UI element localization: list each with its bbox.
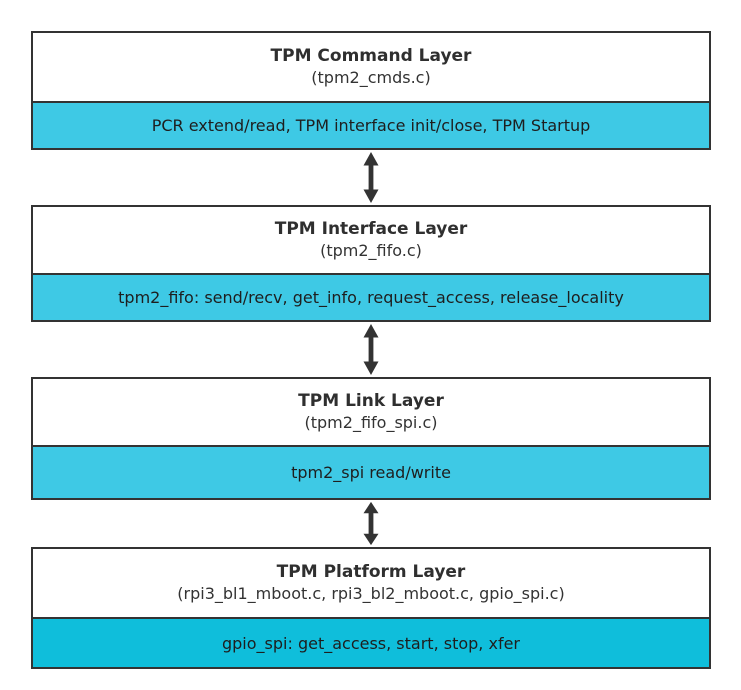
layer-functions-band: gpio_spi: get_access, start, stop, xfer — [33, 617, 709, 667]
layer-title: TPM Link Layer — [298, 391, 444, 412]
layer-box-tpm-link: TPM Link Layer (tpm2_fifo_spi.c) tpm2_sp… — [31, 377, 711, 500]
layer-stack: TPM Command Layer (tpm2_cmds.c) PCR exte… — [31, 31, 711, 669]
layer-box-tpm-command: TPM Command Layer (tpm2_cmds.c) PCR exte… — [31, 31, 711, 150]
layer-functions: tpm2_fifo: send/recv, get_info, request_… — [118, 288, 624, 307]
up-down-arrow-icon — [363, 501, 379, 546]
layer-title: TPM Command Layer — [270, 46, 472, 67]
layer-title: TPM Interface Layer — [274, 219, 468, 240]
layer-functions: PCR extend/read, TPM interface init/clos… — [151, 116, 591, 135]
layer-functions-band: tpm2_fifo: send/recv, get_info, request_… — [33, 273, 709, 320]
layer-filename: (tpm2_fifo_spi.c) — [304, 413, 438, 433]
layer-filename: (tpm2_cmds.c) — [311, 68, 431, 88]
layer-functions: gpio_spi: get_access, start, stop, xfer — [221, 633, 520, 653]
layer-functions-band: PCR extend/read, TPM interface init/clos… — [33, 101, 709, 148]
layer-header: TPM Link Layer (tpm2_fifo_spi.c) — [33, 379, 709, 445]
layer-header: TPM Platform Layer (rpi3_bl1_mboot.c, rp… — [33, 549, 709, 617]
up-down-arrow-icon — [363, 152, 379, 203]
layer-filename: (tpm2_fifo.c) — [320, 241, 422, 261]
connector-gap — [359, 500, 383, 547]
layer-filename: (rpi3_bl1_mboot.c, rpi3_bl2_mboot.c, gpi… — [177, 584, 565, 604]
layer-header: TPM Interface Layer (tpm2_fifo.c) — [33, 207, 709, 273]
layer-box-tpm-interface: TPM Interface Layer (tpm2_fifo.c) tpm2_f… — [31, 205, 711, 322]
up-down-arrow-icon — [363, 324, 379, 375]
layer-functions-band: tpm2_spi read/write — [33, 445, 709, 498]
connector-gap — [359, 150, 383, 205]
layer-functions: tpm2_spi read/write — [291, 463, 451, 482]
connector-gap — [359, 322, 383, 377]
layer-box-tpm-platform: TPM Platform Layer (rpi3_bl1_mboot.c, rp… — [31, 547, 711, 669]
layer-header: TPM Command Layer (tpm2_cmds.c) — [33, 33, 709, 101]
layer-title: TPM Platform Layer — [276, 562, 466, 583]
